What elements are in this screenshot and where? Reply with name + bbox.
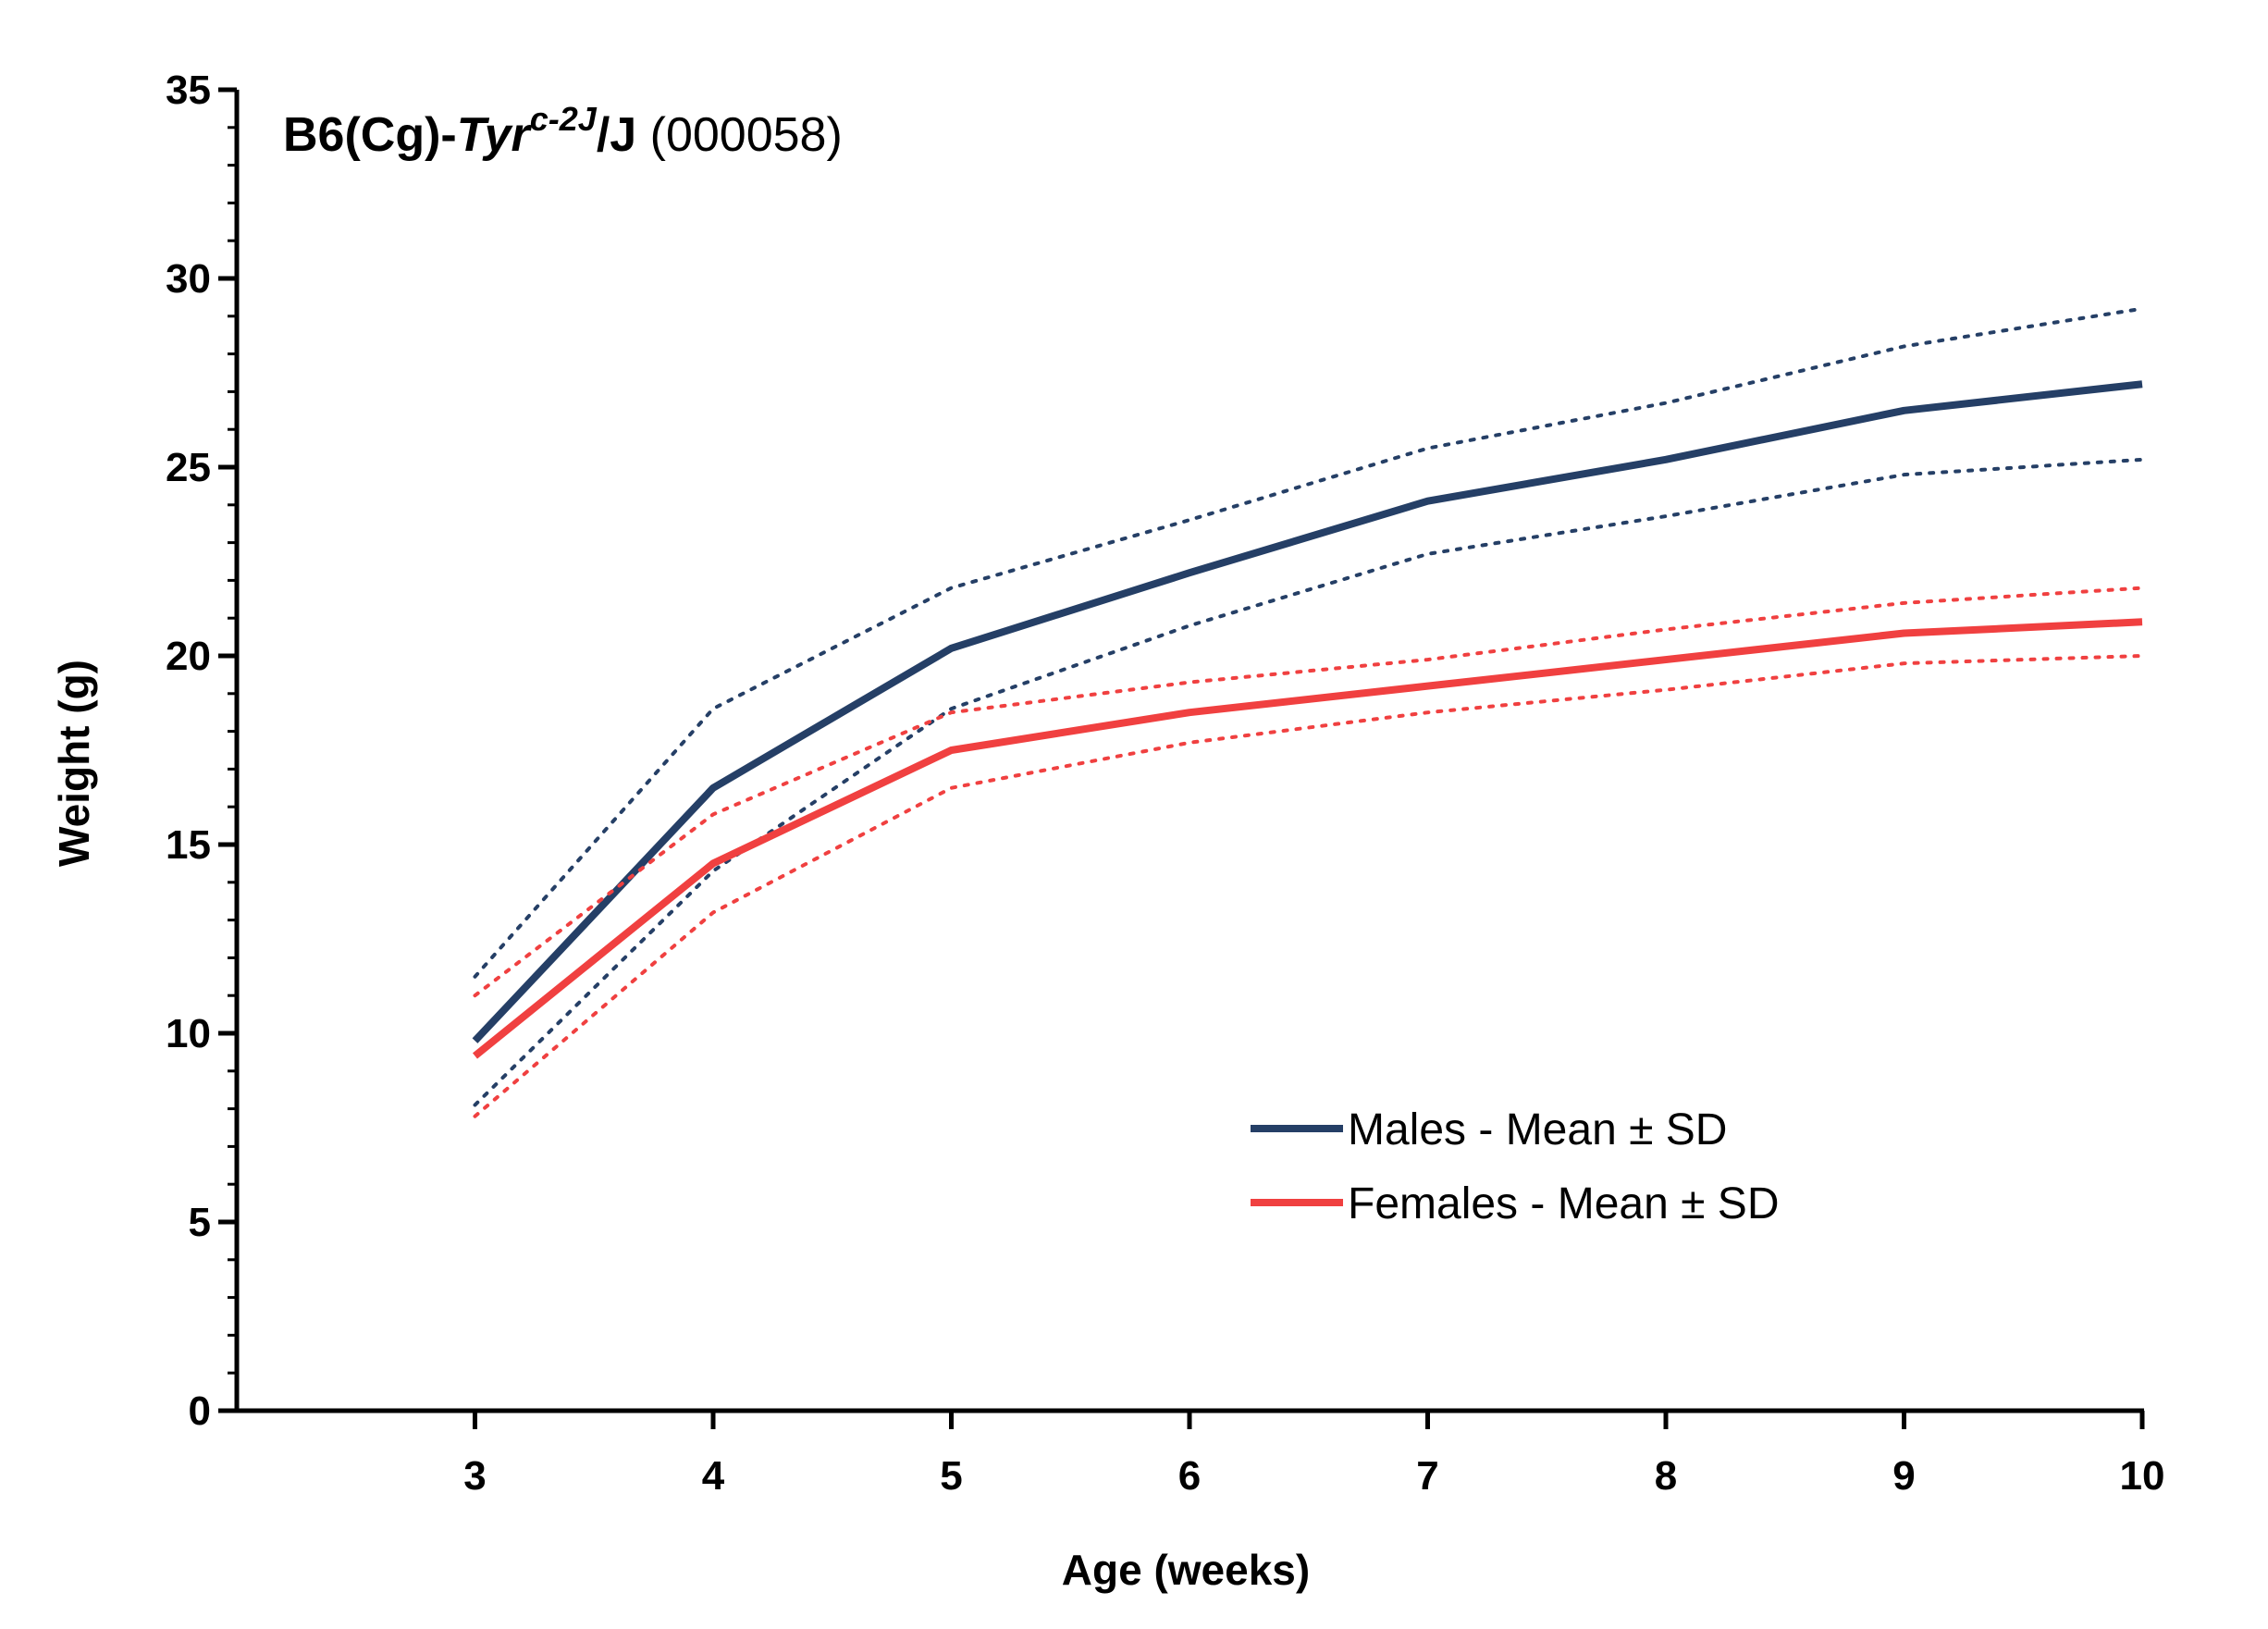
x-tick-label: 8 — [1655, 1453, 1677, 1499]
x-tick-label: 7 — [1416, 1453, 1438, 1499]
x-tick-label: 4 — [702, 1453, 725, 1499]
y-tick-label: 5 — [189, 1200, 211, 1245]
x-tick-label: 3 — [463, 1453, 486, 1499]
y-tick-label: 10 — [166, 1011, 211, 1056]
title-after-part: /J — [597, 108, 636, 162]
legend-label: Females - Mean ± SD — [1348, 1179, 1779, 1228]
chart-title: B6(Cg)-Tyrc-2J/J (000058) — [283, 100, 843, 162]
title-superscript: c-2J — [530, 100, 598, 138]
y-tick-label: 30 — [166, 256, 211, 302]
sd-upper-line — [473, 306, 2144, 979]
title-stock-number: (000058) — [636, 108, 843, 162]
mean-line — [472, 618, 2143, 1059]
x-tick-label: 6 — [1178, 1453, 1201, 1499]
y-tick-label: 35 — [166, 68, 211, 113]
sd-lower-line — [473, 654, 2144, 1118]
y-tick-label: 15 — [166, 822, 211, 868]
x-tick-label: 9 — [1892, 1453, 1915, 1499]
legend: Males - Mean ± SD Females - Mean ± SD — [1251, 1105, 1779, 1228]
y-tick-label: 0 — [189, 1388, 211, 1434]
x-tick-label: 10 — [2120, 1453, 2165, 1499]
sd-upper-line — [473, 586, 2144, 998]
legend-label: Males - Mean ± SD — [1348, 1105, 1727, 1154]
series-layer — [472, 306, 2144, 1118]
series-males — [472, 306, 2144, 1107]
series-females — [472, 586, 2144, 1118]
x-axis-title: Age (weeks) — [1062, 1546, 1310, 1594]
sd-lower-line — [473, 457, 2144, 1107]
title-bold-part: B6(Cg)- — [283, 108, 457, 162]
x-tick-label: 5 — [940, 1453, 962, 1499]
mean-line — [472, 380, 2143, 1043]
axes: 0 5 10 15 20 25 30 35 3 4 5 6 7 8 9 10 — [166, 68, 2164, 1499]
y-tick-label: 25 — [166, 445, 211, 490]
title-italic-part: Tyr — [457, 108, 533, 162]
y-axis-title: Weight (g) — [50, 660, 98, 867]
y-tick-label: 20 — [166, 634, 211, 679]
